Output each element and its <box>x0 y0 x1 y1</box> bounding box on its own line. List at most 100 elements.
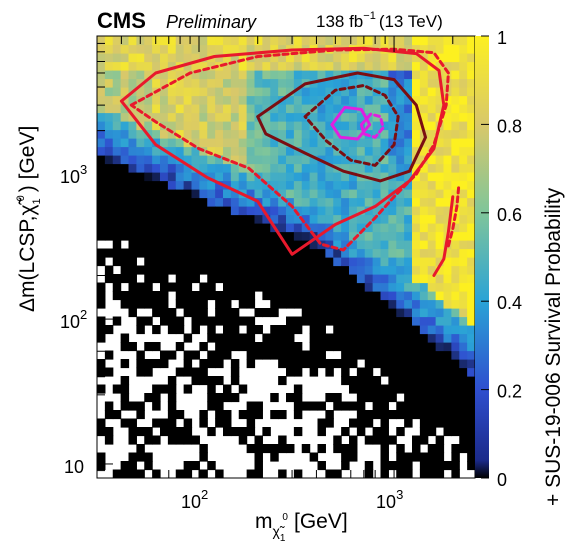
heatmap-cell <box>380 214 389 224</box>
experiment-label: CMS <box>97 8 146 33</box>
heatmap-cell <box>419 410 429 420</box>
heatmap-cell <box>262 155 271 165</box>
heatmap-cell <box>215 401 224 411</box>
heatmap-cell <box>317 282 326 292</box>
heatmap-cell <box>451 274 460 284</box>
heatmap-cell <box>262 223 271 233</box>
heatmap-cell <box>333 61 342 71</box>
heatmap-cell <box>396 469 405 478</box>
heatmap-cell <box>333 308 342 318</box>
heatmap-cell <box>191 350 200 360</box>
heatmap-cell <box>144 180 153 190</box>
heatmap-cell <box>262 308 271 318</box>
heatmap-cell <box>136 444 145 454</box>
heatmap-cell <box>435 376 445 386</box>
heatmap-cell <box>427 180 437 190</box>
heatmap-cell <box>128 469 137 478</box>
heatmap-cell <box>364 180 374 190</box>
heatmap-cell <box>427 189 437 199</box>
heatmap-cell <box>427 214 437 224</box>
heatmap-cell <box>364 410 374 420</box>
heatmap-cell <box>215 240 224 250</box>
heatmap-cell <box>230 316 240 326</box>
heatmap-cell <box>183 359 193 369</box>
heatmap-cell <box>341 291 350 301</box>
heatmap-cell <box>152 257 161 267</box>
heatmap-cell <box>349 240 358 250</box>
heatmap-cell <box>207 87 216 97</box>
heatmap-cell <box>160 129 169 139</box>
heatmap-cell <box>286 367 295 377</box>
heatmap-cell <box>388 138 397 148</box>
heatmap-cell <box>167 393 177 403</box>
heatmap-cell <box>199 121 208 131</box>
heatmap-cell <box>435 129 445 139</box>
heatmap-cell <box>341 36 350 46</box>
heatmap-cell <box>412 325 421 335</box>
heatmap-cell <box>443 427 452 437</box>
heatmap-cell <box>349 257 358 267</box>
heatmap-cell <box>435 401 445 411</box>
heatmap-cell <box>144 172 153 182</box>
heatmap-cell <box>380 308 389 318</box>
heatmap-cell <box>223 282 232 292</box>
heatmap-cell <box>427 333 437 343</box>
heatmap-cell <box>246 155 256 165</box>
heatmap-cell <box>404 53 413 63</box>
heatmap-cell <box>246 231 256 241</box>
heatmap-cell <box>349 401 358 411</box>
heatmap-cell <box>246 410 256 420</box>
heatmap-cell <box>427 418 437 428</box>
heatmap-cell <box>427 163 437 173</box>
heatmap-cell <box>364 36 374 46</box>
heatmap-cell <box>167 265 177 275</box>
heatmap-cell <box>325 95 334 105</box>
heatmap-cell <box>333 342 342 352</box>
heatmap-cell <box>246 282 256 292</box>
heatmap-cell <box>317 240 326 250</box>
heatmap-cell <box>104 206 114 216</box>
heatmap-cell <box>427 410 437 420</box>
heatmap-cell <box>120 299 130 309</box>
heatmap-cell <box>467 257 475 267</box>
heatmap-cell <box>309 163 319 173</box>
heatmap-cell <box>136 112 145 122</box>
heatmap-cell <box>349 163 358 173</box>
heatmap-cell <box>364 223 374 233</box>
heatmap-cell <box>278 104 287 114</box>
heatmap-cell <box>120 70 130 80</box>
heatmap-cell <box>435 291 445 301</box>
heatmap-cell <box>396 172 405 182</box>
heatmap-cell <box>451 36 460 46</box>
heatmap-cell <box>293 299 303 309</box>
heatmap-cell <box>435 325 445 335</box>
heatmap-cell <box>136 359 145 369</box>
heatmap-cell <box>128 231 137 241</box>
heatmap-cell <box>356 401 366 411</box>
heatmap-cell <box>223 112 232 122</box>
heatmap-cell <box>412 189 421 199</box>
heatmap-cell <box>333 189 342 199</box>
heatmap-cell <box>396 316 405 326</box>
heatmap-cell <box>254 104 263 114</box>
heatmap-cell <box>246 197 256 207</box>
heatmap-cell <box>175 180 185 190</box>
heatmap-cell <box>388 282 397 292</box>
heatmap-cell <box>412 44 421 54</box>
heatmap-cell <box>152 138 161 148</box>
heatmap-cell <box>254 214 263 224</box>
heatmap-cell <box>372 53 382 63</box>
heatmap-cell <box>333 206 342 216</box>
heatmap-cell <box>262 112 271 122</box>
heatmap-cell <box>152 325 161 335</box>
heatmap-cell <box>191 206 200 216</box>
heatmap-cell <box>175 112 185 122</box>
heatmap-cell <box>372 308 382 318</box>
heatmap-cell <box>223 95 232 105</box>
heatmap-cell <box>254 36 263 46</box>
heatmap-cell <box>175 206 185 216</box>
heatmap-cell <box>97 95 106 105</box>
heatmap-cell <box>191 61 200 71</box>
heatmap-cell <box>451 189 460 199</box>
heatmap-cell <box>309 333 319 343</box>
